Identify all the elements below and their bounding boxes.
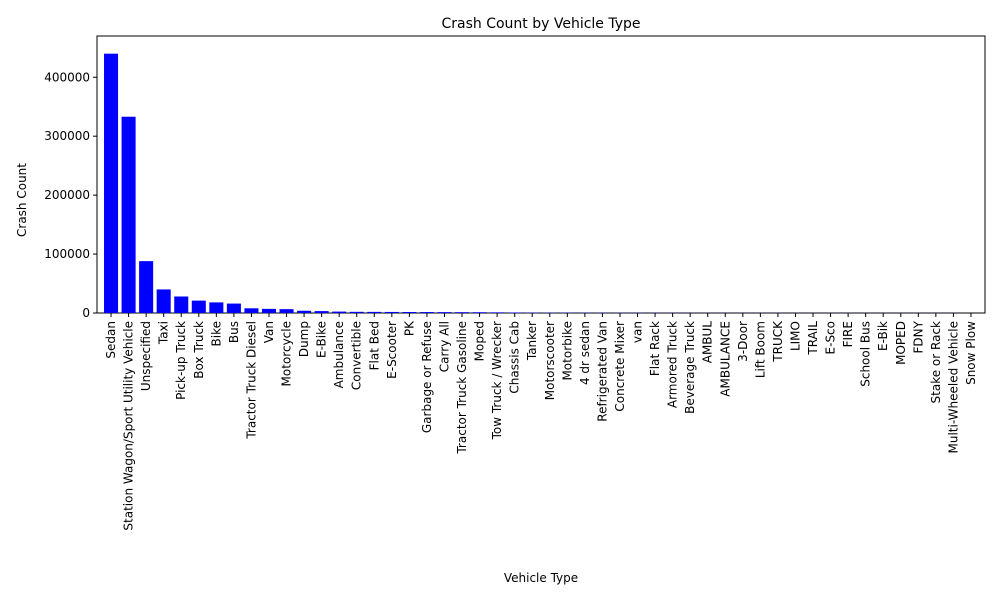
bar-22 (490, 312, 505, 313)
x-tick-label-45: MOPED (894, 321, 908, 365)
x-tick-label-49: Snow Plow (964, 321, 978, 385)
x-tick-label-15: Flat Bed (367, 321, 381, 370)
y-tick-label-1: 100000 (44, 247, 90, 261)
x-tick-label-12: E-Bike (315, 321, 329, 358)
bar-7 (226, 303, 241, 313)
x-tick-label-27: 4 dr sedan (578, 321, 592, 385)
x-tick-label-1: Station Wagon/Sport Utility Vehicle (122, 321, 136, 531)
bar-14 (349, 311, 364, 313)
x-tick-label-11: Dump (297, 321, 311, 357)
y-tick-label-2: 200000 (44, 188, 90, 202)
plot-frame (96, 35, 986, 314)
bar-10 (279, 309, 294, 313)
plot-area (96, 35, 986, 314)
bar-13 (332, 311, 347, 313)
x-tick-label-7: Bus (227, 321, 241, 343)
bar-21 (472, 312, 487, 313)
y-tick-label-0: 0 (82, 306, 90, 320)
x-tick-label-42: FIRE (841, 321, 855, 347)
x-tick-label-17: PK (402, 320, 416, 336)
x-tick-label-30: van (631, 321, 645, 343)
x-tick-label-6: Bike (209, 321, 223, 346)
x-tick-label-48: Multi-Wheeled Vehicle (946, 321, 960, 453)
x-tick-label-20: Tractor Truck Gasoline (455, 321, 469, 455)
y-tick-label-4: 400000 (44, 70, 90, 84)
y-tick-label-3: 300000 (44, 129, 90, 143)
x-axis: Sedan Station Wagon/Sport Utility Vehicle… (104, 313, 978, 531)
x-tick-label-46: FDNY (911, 320, 925, 353)
bar-2 (139, 261, 154, 313)
x-tick-label-22: Tow Truck / Wrecker (490, 321, 504, 440)
x-tick-label-24: Tanker (525, 321, 539, 361)
x-tick-label-44: E-Bik (876, 321, 890, 351)
y-axis: 0 100000 200000 300000 400000 (44, 70, 97, 320)
x-tick-label-28: Refrigerated Van (595, 321, 609, 422)
x-axis-label: Vehicle Type (504, 571, 578, 585)
x-tick-label-35: AMBULANCE (718, 321, 732, 397)
x-tick-label-13: Ambulance (332, 321, 346, 388)
x-tick-label-0: Sedan (104, 321, 118, 359)
x-tick-label-8: Tractor Truck Diesel (244, 321, 258, 440)
x-tick-label-34: AMBUL (701, 321, 715, 364)
bar-9 (261, 308, 276, 313)
x-tick-label-4: Pick-up Truck (174, 321, 188, 400)
bar-17 (402, 312, 417, 313)
x-tick-label-29: Concrete Mixer (613, 321, 627, 412)
x-tick-label-39: LIMO (788, 321, 802, 351)
x-tick-label-10: Motorcycle (280, 321, 294, 386)
x-tick-label-9: Van (262, 321, 276, 343)
chart-title: Crash Count by Vehicle Type (441, 16, 640, 32)
x-tick-label-41: E-Sco (824, 321, 838, 354)
x-tick-label-25: Motorscooter (543, 321, 557, 400)
bars-group (104, 53, 978, 314)
x-tick-label-43: School Bus (859, 321, 873, 387)
x-tick-label-31: Flat Rack (648, 321, 662, 376)
x-tick-label-3: Taxi (157, 321, 171, 345)
bar-23 (507, 312, 522, 313)
bar-20 (455, 312, 470, 313)
bar-4 (174, 296, 189, 313)
x-tick-label-21: Moped (473, 321, 487, 361)
x-tick-label-26: Motorbike (560, 321, 574, 381)
bar-6 (209, 302, 224, 313)
bar-1 (121, 116, 136, 314)
x-tick-label-5: Box Truck (192, 321, 206, 379)
x-tick-label-14: Convertible (350, 321, 364, 390)
y-axis-label: Crash Count (15, 163, 29, 237)
bar-15 (367, 311, 382, 313)
bar-5 (191, 300, 206, 313)
bar-0 (104, 53, 119, 314)
x-tick-label-33: Beverage Truck (683, 321, 697, 414)
x-tick-label-38: TRUCK (771, 320, 785, 363)
bar-16 (384, 311, 399, 313)
x-tick-label-23: Chassis Cab (508, 321, 522, 394)
x-tick-label-19: Carry All (437, 321, 451, 372)
x-tick-label-40: TRAIL (806, 321, 820, 356)
bar-3 (156, 289, 171, 313)
bar-8 (244, 308, 259, 313)
x-tick-label-32: Armored Truck (666, 321, 680, 408)
x-tick-label-2: Unspecified (139, 321, 153, 391)
bar-12 (314, 311, 329, 313)
bar-18 (419, 312, 434, 313)
bar-11 (297, 310, 312, 313)
x-tick-label-37: Lift Boom (753, 321, 767, 378)
x-tick-label-47: Stake or Rack (929, 321, 943, 404)
x-tick-label-18: Garbage or Refuse (420, 321, 434, 433)
x-tick-label-36: 3-Door (736, 321, 750, 362)
x-tick-label-16: E-Scooter (385, 321, 399, 379)
bar-19 (437, 312, 452, 313)
